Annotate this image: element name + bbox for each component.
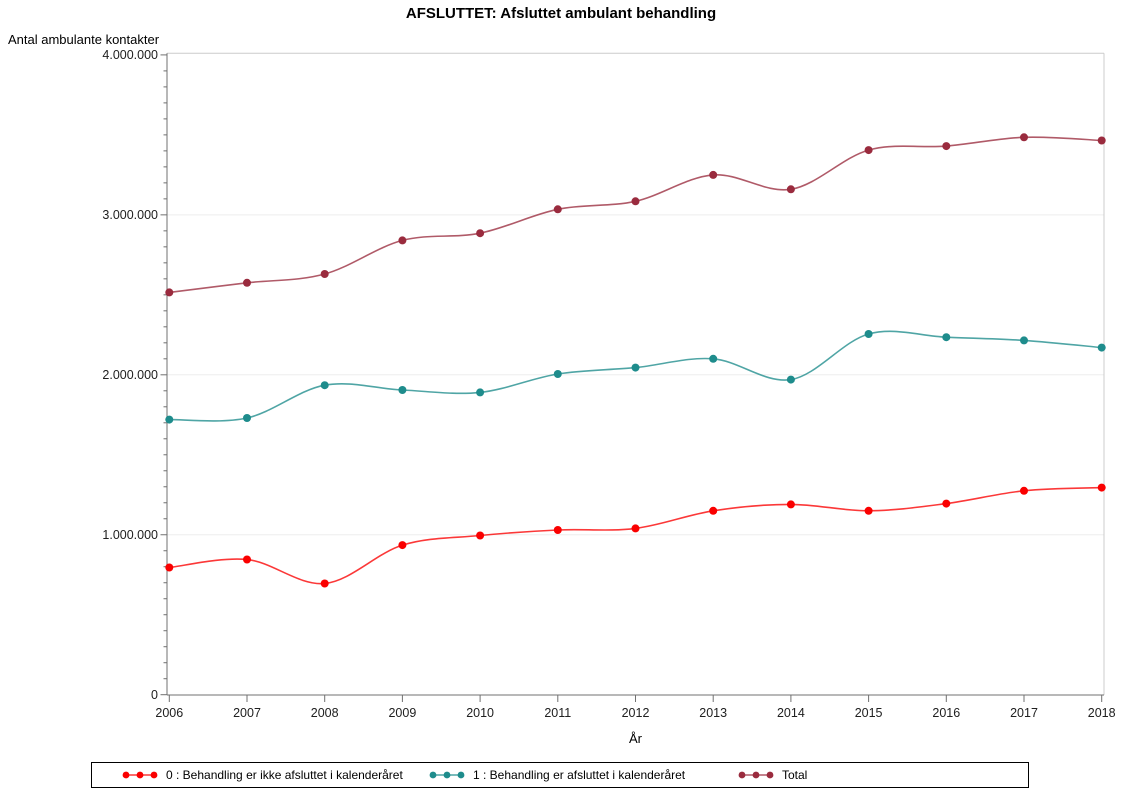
plot-frame [166, 52, 1105, 696]
legend-entry-total: Total [738, 763, 807, 787]
line-marker-icon [738, 771, 774, 779]
series-1-marker [631, 363, 640, 372]
series-1-marker [476, 388, 485, 397]
series-1-marker [398, 386, 407, 394]
x-axis: 2006 2007 2008 2009 2010 2011 2012 2013 2014 2015… [155, 695, 1116, 720]
series-2-marker [165, 288, 174, 297]
x-tick-label: 2008 [311, 706, 339, 720]
series-1-marker [864, 330, 873, 338]
series-1-line [169, 330, 1102, 422]
series-2-marker [553, 205, 562, 214]
chart-title: AFSLUTTET: Afsluttet ambulant behandling [405, 5, 717, 22]
x-tick-label: 2013 [699, 706, 727, 720]
series-1-marker [553, 370, 562, 378]
series-2-marker [1020, 133, 1028, 142]
x-axis-title: År [629, 731, 642, 746]
series-0-marker [864, 506, 873, 515]
series-1-marker [942, 333, 951, 342]
legend-label: Total [782, 768, 808, 782]
y-tick-label: 4.000.000 [102, 48, 158, 62]
y-tick-label: 1.000.000 [102, 528, 158, 542]
x-tick-label: 2012 [622, 706, 650, 720]
x-tick-label: 2007 [233, 706, 261, 720]
series-0-marker [1020, 486, 1028, 495]
x-tick-label: 2009 [388, 706, 416, 720]
series-1-marker [320, 381, 329, 390]
series-1-marker [165, 415, 174, 424]
series-0-line [169, 486, 1102, 585]
series-2-marker [398, 236, 407, 245]
series-0-marker [320, 579, 329, 588]
series-2-marker [864, 146, 873, 155]
series-1-marker [1020, 336, 1028, 345]
series-2-marker [1097, 136, 1106, 145]
legend-label: 1 : Behandling er afsluttet i kalenderår… [473, 768, 686, 782]
series-1-marker [1097, 343, 1106, 352]
series-0 [165, 483, 1106, 588]
series-0-marker [631, 524, 640, 533]
series-0-marker [1097, 483, 1106, 492]
line-marker-icon [429, 771, 465, 779]
x-tick-label: 2006 [155, 706, 183, 720]
x-tick-label: 2014 [777, 706, 805, 720]
series-2-marker [709, 170, 718, 179]
y-axis-title: Antal ambulante kontakter [8, 32, 160, 47]
series-2-marker [942, 142, 951, 151]
series-2-marker [320, 270, 329, 278]
x-tick-label: 2017 [1010, 706, 1038, 720]
series-0-marker [709, 506, 718, 515]
y-tick-label: 0 [151, 688, 158, 702]
series-0-marker [786, 500, 795, 509]
y-tick-label: 3.000.000 [102, 208, 158, 222]
series-1-marker [243, 414, 251, 422]
y-tick-label: 2.000.000 [102, 368, 158, 382]
series-1-marker [709, 354, 718, 363]
plot-area: 0 1.000.000 2.000.000 3.000.000 4.000.000 200… [102, 48, 1116, 720]
series-0-marker [165, 563, 174, 572]
legend-entry-closed: 1 : Behandling er afsluttet i kalenderår… [429, 763, 685, 787]
series-0-marker [553, 526, 562, 534]
legend-entry-not-closed: 0 : Behandling er ikke afsluttet i kalen… [122, 763, 403, 787]
x-tick-label: 2018 [1088, 706, 1116, 720]
series-2-marker [243, 278, 251, 287]
x-tick-label: 2010 [466, 706, 494, 720]
x-tick-label: 2011 [544, 706, 571, 720]
legend: 0 : Behandling er ikke afsluttet i kalen… [91, 762, 1029, 788]
legend-label: 0 : Behandling er ikke afsluttet i kalen… [166, 768, 403, 782]
series-2-marker [631, 197, 640, 206]
x-tick-label: 2015 [855, 706, 883, 720]
series-1-marker [786, 375, 795, 384]
series-1 [165, 330, 1106, 424]
series-2-marker [786, 185, 795, 194]
series-2-marker [476, 229, 485, 238]
series-0-marker [942, 499, 951, 508]
x-tick-label: 2016 [932, 706, 960, 720]
line-marker-icon [122, 771, 158, 779]
series-2 [165, 133, 1106, 297]
series-0-marker [476, 531, 485, 540]
series-0-marker [398, 541, 407, 550]
y-axis: 0 1.000.000 2.000.000 3.000.000 4.000.000 [102, 48, 167, 702]
gridlines [167, 214, 1104, 536]
series-0-marker [243, 555, 251, 564]
